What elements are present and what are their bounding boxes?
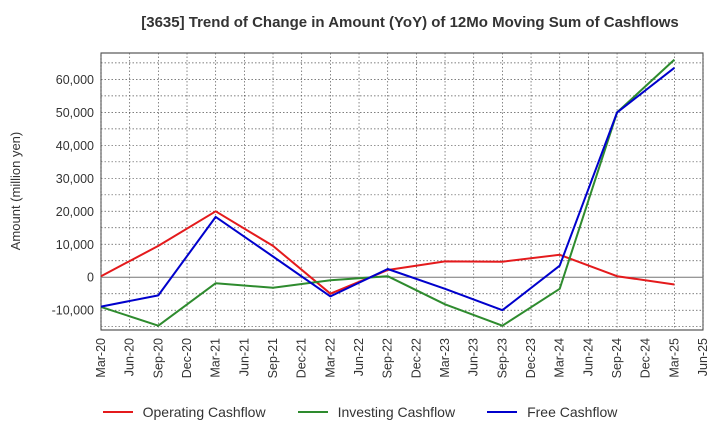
x-tick-label: Sep-23	[495, 338, 509, 378]
plot-area	[100, 52, 704, 331]
x-tick-label: Mar-25	[667, 338, 681, 378]
x-tick-label: Mar-23	[438, 338, 452, 378]
y-tick-label: 50,000	[56, 106, 94, 120]
legend-swatch-investing	[297, 411, 328, 413]
y-tick-label: -10,000	[52, 304, 94, 318]
x-tick-label: Sep-20	[151, 338, 165, 378]
x-tick-label: Mar-21	[209, 338, 223, 378]
legend-item-free-cashflow: Free Cashflow	[487, 404, 617, 420]
x-tick-label: Jun-23	[467, 338, 481, 376]
legend-item-investing-cashflow: Investing Cashflow	[297, 404, 456, 420]
x-tick-label: Dec-24	[639, 338, 653, 378]
y-tick-label: 30,000	[56, 172, 94, 186]
y-tick-label: 60,000	[56, 73, 94, 87]
x-tick-label: Sep-24	[610, 338, 624, 378]
x-tick-label: Dec-20	[180, 338, 194, 378]
x-tick-label: Jun-24	[581, 338, 595, 376]
y-tick-label: 10,000	[56, 238, 94, 252]
y-tick-label: 40,000	[56, 139, 94, 153]
x-tick-label: Jun-21	[237, 338, 251, 376]
x-tick-label: Dec-23	[524, 338, 538, 378]
x-tick-label: Jun-20	[123, 338, 137, 376]
x-tick-label: Mar-24	[553, 338, 567, 378]
x-tick-label: Sep-21	[266, 338, 280, 378]
legend-swatch-operating	[102, 411, 133, 413]
series-line-investing-cashflow	[100, 58, 676, 327]
legend-label-investing: Investing Cashflow	[337, 404, 456, 420]
x-tick-label: Mar-20	[94, 338, 108, 378]
x-tick-label: Jun-22	[352, 338, 366, 376]
chart-title: [3635] Trend of Change in Amount (YoY) o…	[141, 14, 679, 31]
legend-item-operating-cashflow: Operating Cashflow	[102, 404, 266, 420]
x-tick-label: Dec-21	[295, 338, 309, 378]
legend-label-operating: Operating Cashflow	[142, 404, 266, 420]
series-line-free-cashflow	[100, 67, 676, 312]
x-tick-label: Dec-22	[409, 338, 423, 378]
chart-legend: Operating Cashflow Investing Cashflow Fr…	[0, 404, 720, 420]
x-tick-label: Sep-22	[381, 338, 395, 378]
x-tick-label: Jun-25	[696, 338, 710, 376]
y-tick-label: 0	[87, 271, 94, 285]
legend-label-free: Free Cashflow	[527, 404, 618, 420]
y-axis-label: Amount (million yen)	[8, 132, 23, 251]
x-tick-label: Mar-22	[323, 338, 337, 378]
legend-swatch-free	[487, 411, 518, 413]
y-tick-label: 20,000	[56, 205, 94, 219]
